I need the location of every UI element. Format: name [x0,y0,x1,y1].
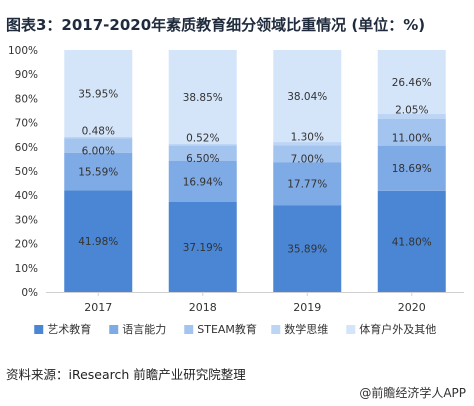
data-label: 16.94% [183,177,223,189]
data-label: 26.46% [392,77,432,89]
legend-swatch [184,325,194,334]
chart-title: 图表3：2017-2020年素质教育细分领域比重情况 (单位：%) [6,16,426,34]
legend-swatch [109,325,119,334]
x-tick-label: 2020 [398,301,426,314]
data-label: 41.98% [78,236,118,248]
data-label: 11.00% [392,132,432,144]
bar-segment [377,118,446,146]
legend-swatch [346,325,356,334]
bar-segment [168,161,237,203]
y-tick-label: 0% [21,287,38,299]
data-label: 6.00% [82,145,115,157]
data-label: 0.48% [82,126,115,138]
y-tick-label: 80% [15,93,38,105]
legend-label: 艺术教育 [47,322,91,336]
bar-segment [168,144,237,146]
y-tick-label: 60% [15,142,38,154]
bar-segment [168,50,237,145]
legend-label: 体育户外及其他 [359,322,436,336]
y-tick-label: 50% [15,166,38,178]
data-label: 17.77% [287,179,327,191]
bar-segment [377,190,446,292]
bar-segment [64,136,133,139]
bar-segment [273,50,342,143]
bar-segment [377,145,446,191]
data-label: 2.05% [395,105,428,117]
legend-label: STEAM教育 [197,322,257,336]
bar-segment [273,145,342,163]
y-tick-label: 20% [15,239,38,251]
source-note: 资料来源：iResearch 前瞻产业研究院整理 [6,367,246,382]
data-label: 6.50% [186,153,219,165]
bar-segment [377,114,446,119]
bar-segment [168,145,237,162]
bar-segment [64,190,133,292]
bar-segment [64,152,133,191]
bar-segment [273,162,342,206]
data-label: 37.19% [183,242,223,254]
y-tick-label: 70% [15,118,38,130]
y-tick-label: 10% [15,263,38,275]
data-label: 15.59% [78,167,118,179]
legend-label: 数学思维 [284,322,328,336]
bar-segment [273,205,342,292]
x-tick-label: 2018 [189,301,217,314]
data-label: 0.52% [186,133,219,145]
y-tick-label: 40% [15,190,38,202]
data-label: 38.85% [183,92,223,104]
legend-label: 语言能力 [122,322,166,336]
bar-segment [64,50,133,137]
legend-swatch [34,325,44,334]
x-tick-label: 2017 [84,301,112,314]
data-label: 18.69% [392,163,432,175]
data-label: 7.00% [291,154,324,166]
brand-credit: @前瞻经济学人APP [359,386,466,400]
bar-segment [168,202,237,292]
bar-segment [273,142,342,146]
y-tick-label: 100% [8,45,38,57]
data-label: 1.30% [291,132,324,144]
data-label: 38.04% [287,91,327,103]
bar-segment [377,50,446,115]
legend-swatch [271,325,281,334]
x-tick-label: 2019 [293,301,321,314]
data-label: 41.80% [392,236,432,248]
bar-segment [64,138,133,153]
data-label: 35.95% [78,88,118,100]
y-tick-label: 90% [15,69,38,81]
y-tick-label: 30% [15,214,38,226]
data-label: 35.89% [287,244,327,256]
